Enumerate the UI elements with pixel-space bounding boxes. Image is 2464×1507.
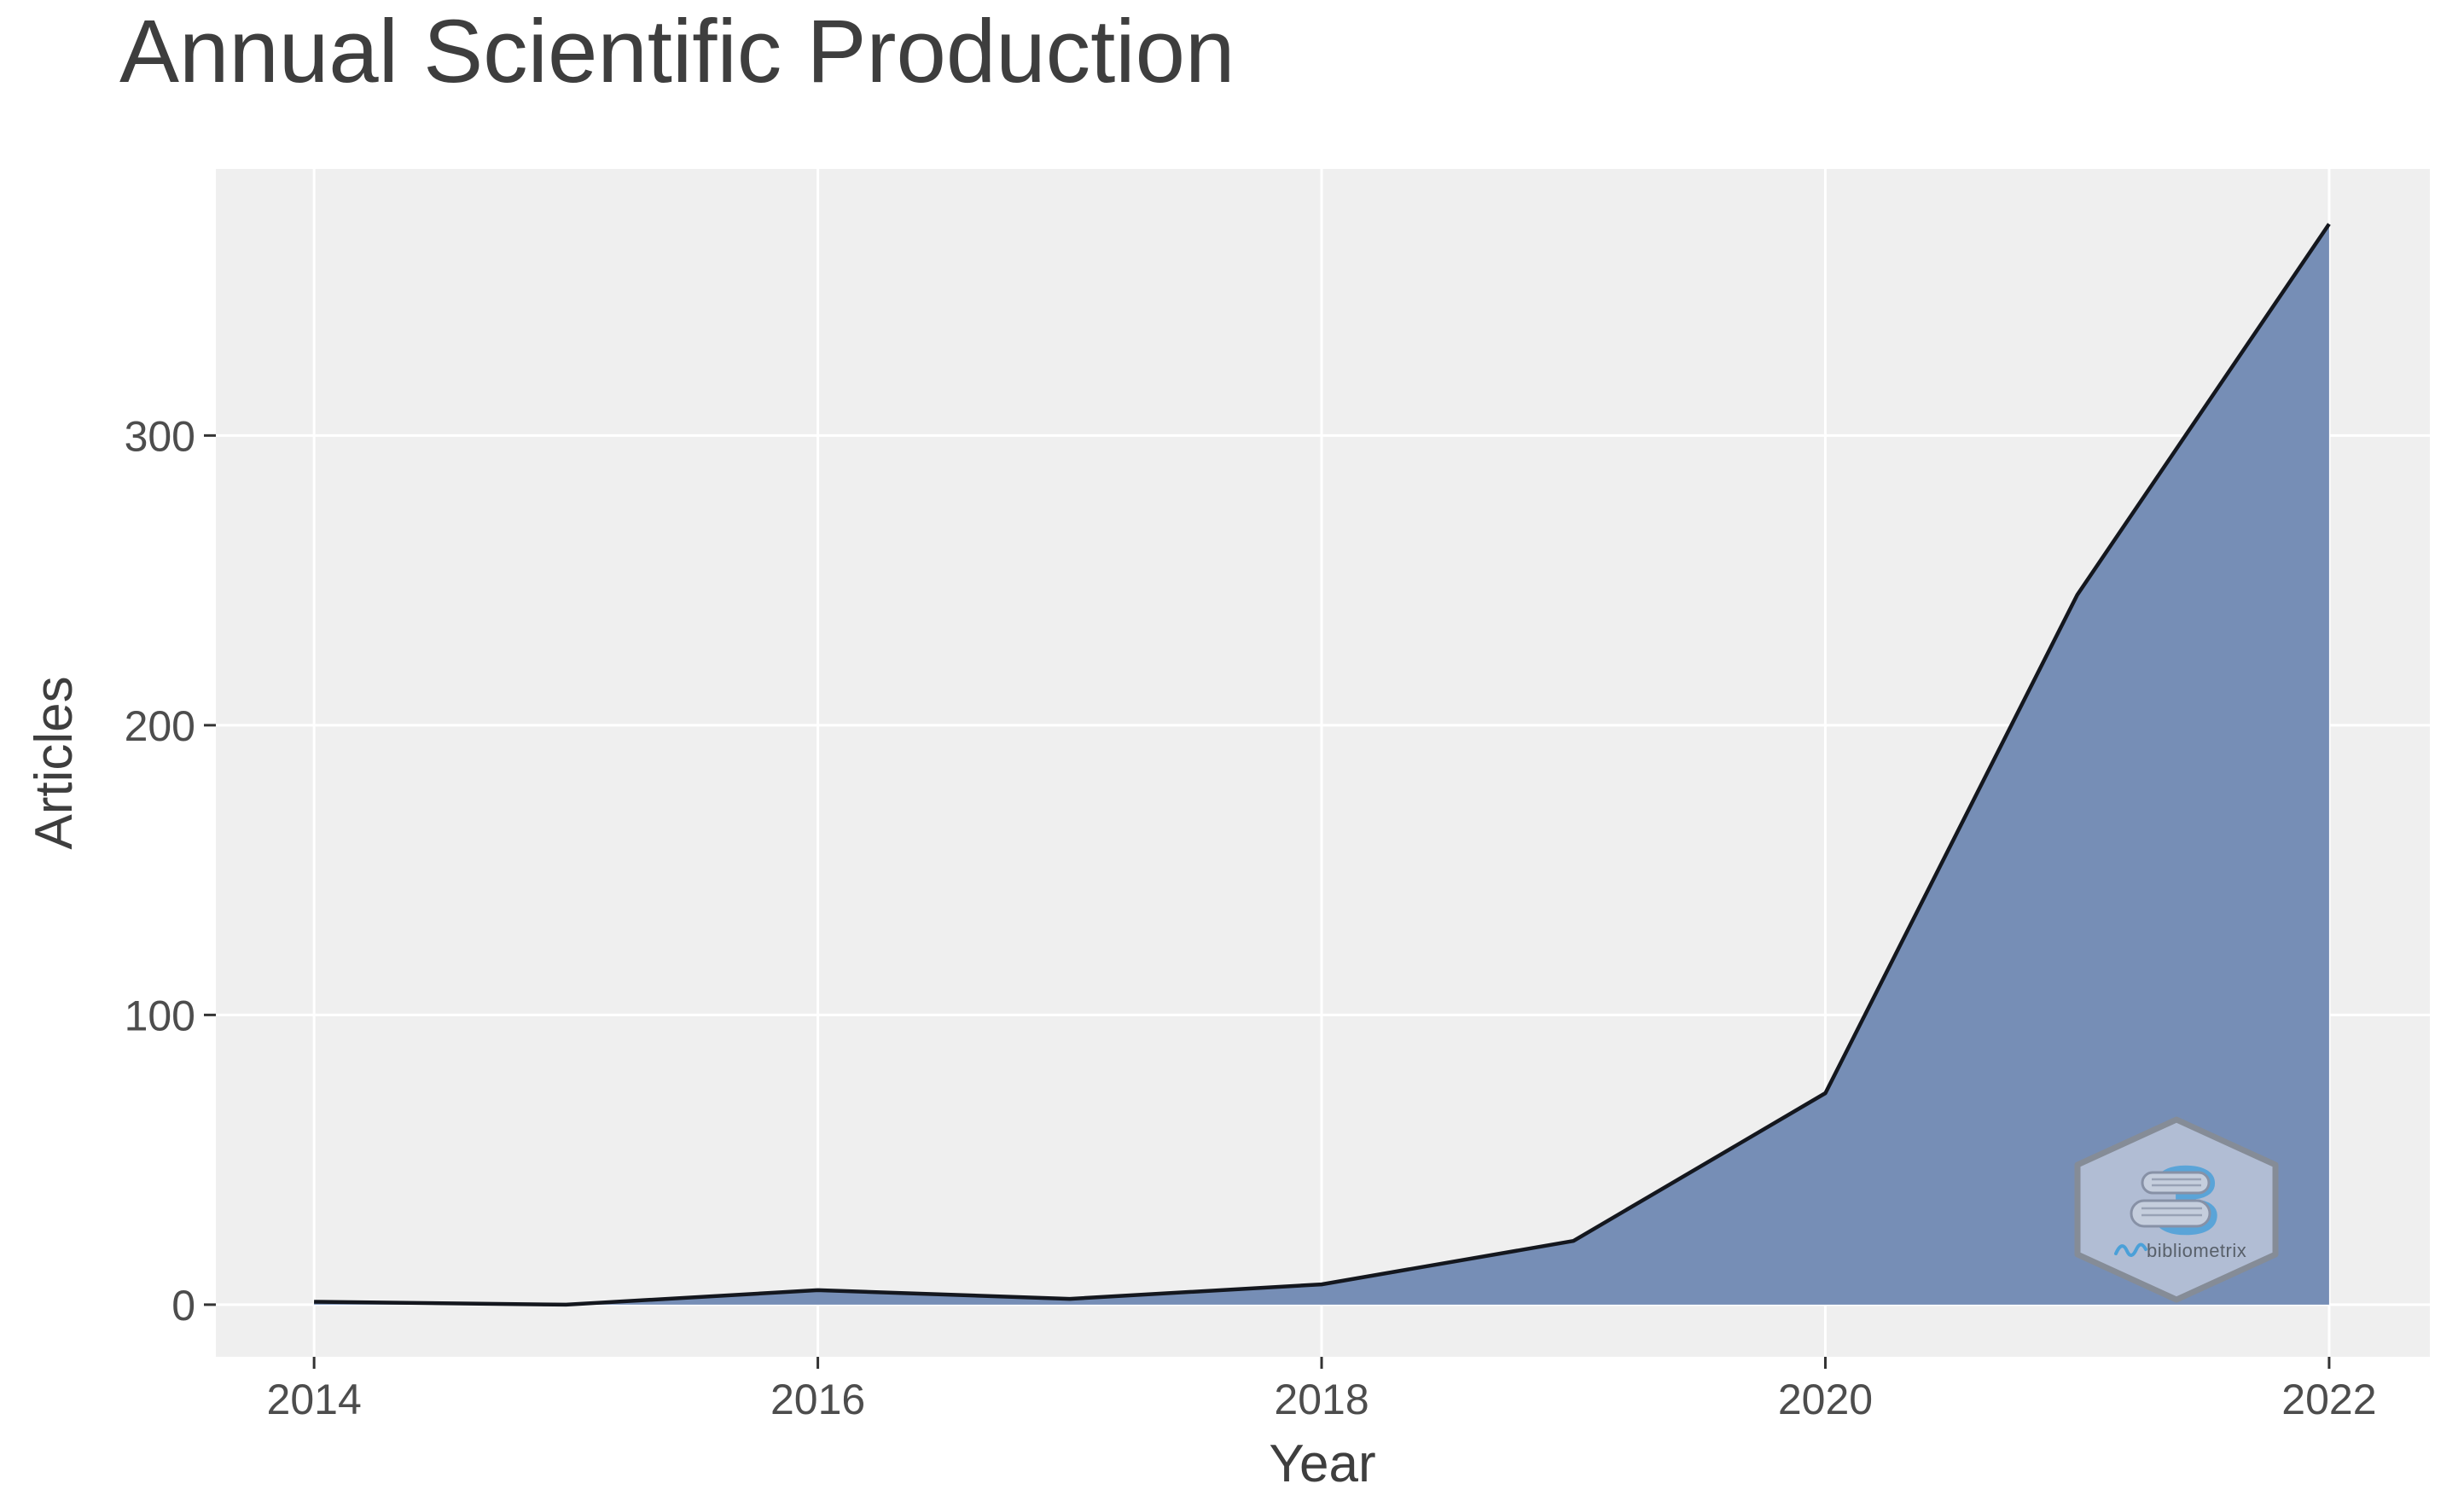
x-tick-label: 2014 <box>267 1376 362 1423</box>
y-tick-label: 100 <box>125 992 195 1039</box>
watermark-book-icon <box>2141 1171 2211 1195</box>
x-tick-label: 2016 <box>770 1376 865 1423</box>
y-tick-label: 300 <box>125 412 195 460</box>
chart-title: Annual Scientific Production <box>119 2 1235 102</box>
x-axis-title: Year <box>1269 1434 1375 1493</box>
watermark-book-icon <box>2130 1199 2211 1228</box>
bibliometrix-watermark: 3 bibliometrix <box>2074 1116 2279 1303</box>
watermark-script-icon <box>2114 1242 2147 1257</box>
y-axis-title: Articles <box>25 676 84 849</box>
y-tick-label: 0 <box>171 1282 195 1330</box>
x-tick-label: 2020 <box>1778 1376 1873 1423</box>
data-line <box>314 223 2331 1307</box>
y-tick-label: 200 <box>125 702 195 750</box>
axes: 0 100 200 300 2014 2016 2018 2020 2022 <box>125 412 2377 1423</box>
x-tick-label: 2018 <box>1274 1376 1369 1423</box>
watermark-brand-label: bibliometrix <box>2147 1240 2246 1261</box>
x-tick-label: 2022 <box>2281 1376 2376 1423</box>
